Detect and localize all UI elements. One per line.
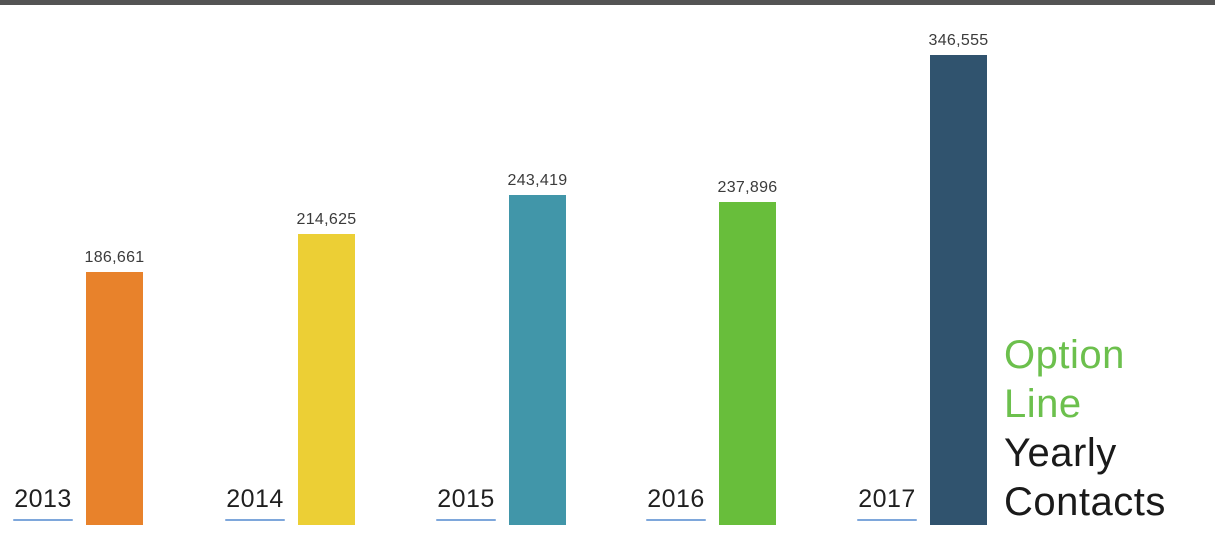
bar-2016: [719, 202, 776, 525]
bar-2014: [298, 234, 355, 525]
data-label: 243,419: [507, 172, 568, 189]
bar-wrap: 243,419: [508, 173, 567, 525]
year-box: 2016: [646, 487, 706, 521]
bar-wrap: 214,625: [297, 212, 356, 525]
bar-2017: [930, 55, 987, 525]
year-label: 2013: [14, 485, 72, 513]
chart-title: Option Line Yearly Contacts: [1004, 331, 1166, 527]
bar-wrap: 346,555: [929, 33, 988, 525]
year-underline: [13, 519, 73, 521]
year-box: 2013: [13, 487, 73, 521]
bar-wrap: 186,661: [85, 250, 144, 525]
title-line-yearly: Yearly: [1004, 431, 1117, 475]
bar-2015: [509, 195, 566, 525]
year-underline: [436, 519, 496, 521]
bar-group-2016: 2016 237,896: [646, 180, 777, 525]
year-label: 2017: [858, 485, 916, 513]
year-label: 2016: [647, 485, 705, 513]
title-line-line: Line: [1004, 382, 1082, 426]
top-border: [0, 0, 1215, 5]
data-label: 237,896: [717, 179, 778, 196]
year-label: 2014: [226, 485, 284, 513]
data-label: 346,555: [928, 32, 989, 49]
data-label: 214,625: [296, 211, 357, 228]
bar-group-2017: 2017 346,555: [857, 33, 988, 525]
year-underline: [225, 519, 285, 521]
year-box: 2015: [436, 487, 496, 521]
bar-group-2013: 2013 186,661: [13, 250, 144, 525]
data-label: 186,661: [84, 249, 145, 266]
bar-group-2014: 2014 214,625: [225, 212, 356, 525]
bar-wrap: 237,896: [718, 180, 777, 525]
year-box: 2017: [857, 487, 917, 521]
bar-group-2015: 2015 243,419: [436, 173, 567, 525]
year-box: 2014: [225, 487, 285, 521]
year-underline: [646, 519, 706, 521]
year-underline: [857, 519, 917, 521]
bar-2013: [86, 272, 143, 525]
title-line-contacts: Contacts: [1004, 480, 1166, 524]
title-line-option: Option: [1004, 333, 1125, 377]
year-label: 2015: [437, 485, 495, 513]
